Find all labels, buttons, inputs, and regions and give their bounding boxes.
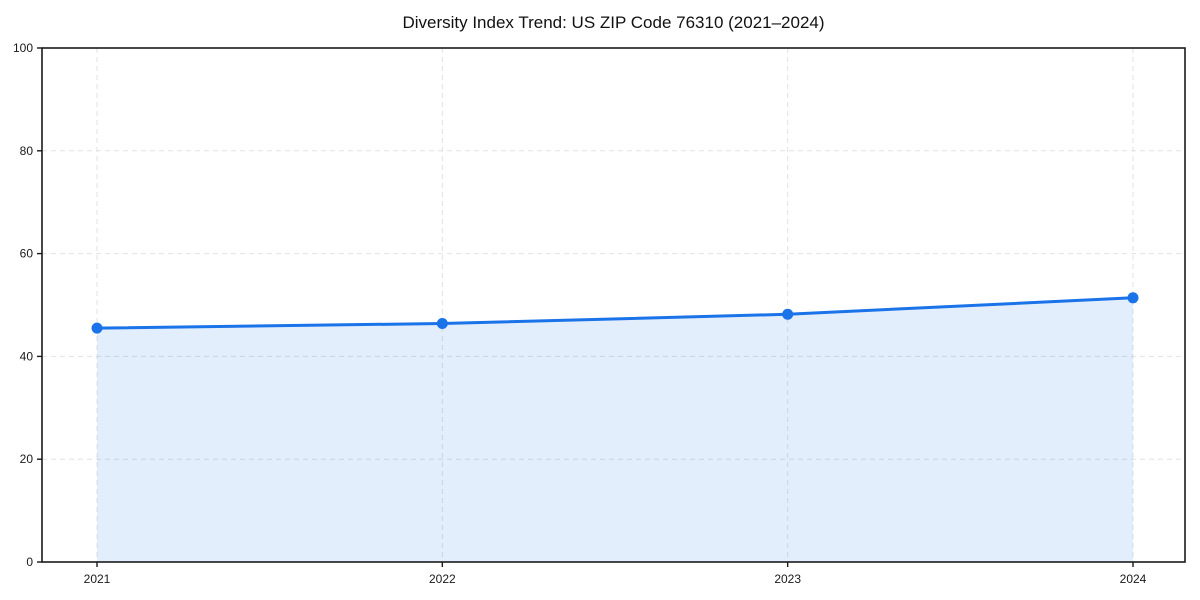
y-tick-label: 80 bbox=[20, 144, 34, 158]
data-point-marker bbox=[782, 308, 794, 320]
area-fill bbox=[97, 297, 1133, 562]
chart-title: Diversity Index Trend: US ZIP Code 76310… bbox=[402, 13, 825, 32]
y-tick-label: 60 bbox=[20, 247, 34, 261]
data-point-marker bbox=[1127, 292, 1139, 304]
area-fill-layer bbox=[97, 297, 1133, 562]
data-point-marker bbox=[436, 318, 448, 330]
tick-label-layer: 0 20 40 60 80 100 2021 2022 2023 2024 bbox=[13, 41, 1147, 586]
y-tick-label: 100 bbox=[13, 41, 33, 55]
trend-line bbox=[95, 296, 1135, 330]
marker-layer bbox=[91, 292, 1139, 334]
x-tick-label: 2021 bbox=[84, 572, 111, 586]
y-tick-label: 0 bbox=[26, 555, 33, 569]
y-tick-label: 40 bbox=[20, 349, 34, 363]
x-tick-label: 2024 bbox=[1120, 572, 1147, 586]
y-tick-label: 20 bbox=[20, 452, 34, 466]
axis-layer bbox=[37, 47, 1186, 567]
data-point-marker bbox=[91, 322, 103, 334]
plot-border bbox=[41, 47, 1186, 563]
x-tick-label: 2022 bbox=[429, 572, 456, 586]
x-tick-label: 2023 bbox=[774, 572, 801, 586]
trend-line-layer bbox=[95, 296, 1135, 330]
